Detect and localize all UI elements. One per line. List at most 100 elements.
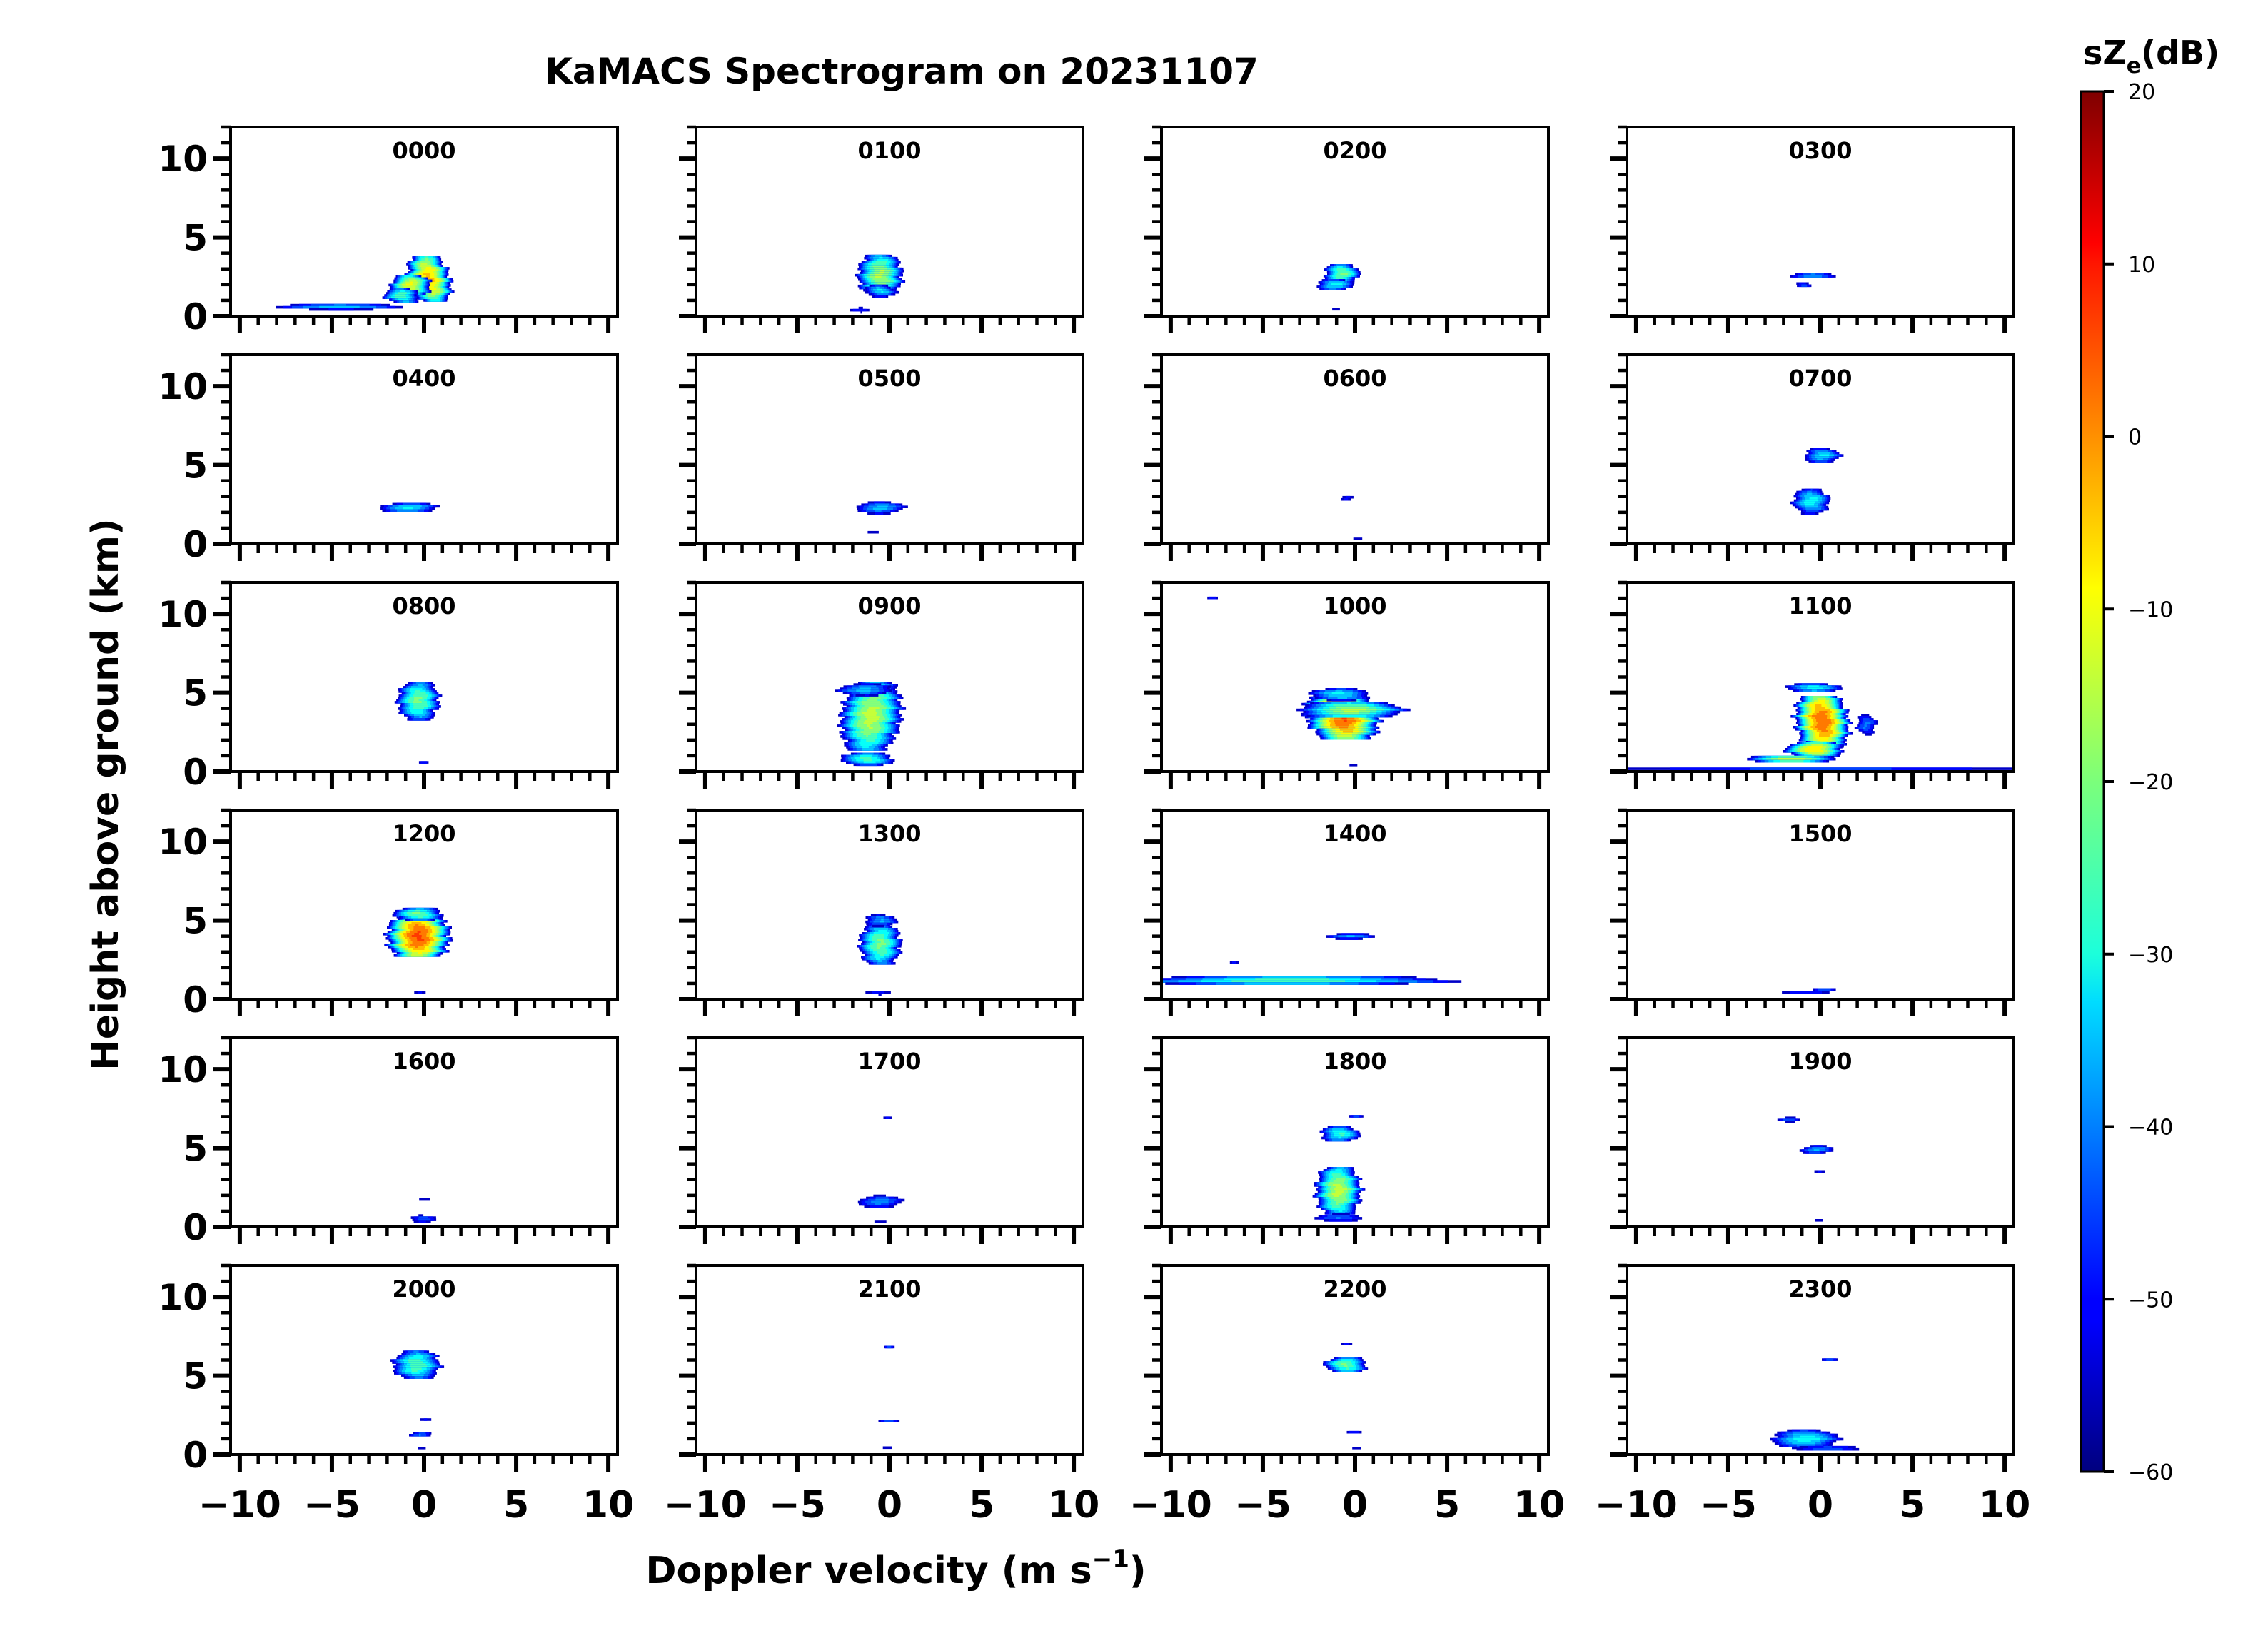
echo-gate: [1341, 1359, 1353, 1362]
echo-gate: [1327, 1215, 1350, 1218]
echo-gate: [861, 737, 877, 740]
panel-title: 0800: [392, 592, 455, 620]
colorbar-tick-label: 20: [2128, 80, 2155, 105]
x-tick-label: −10: [664, 1484, 747, 1527]
x-tick-label: 0: [877, 1484, 902, 1527]
echo-gate: [1817, 728, 1826, 731]
y-tick-label: 5: [183, 445, 208, 487]
echo-gate: [420, 261, 430, 263]
echo-gate: [1329, 1182, 1344, 1185]
echo-gate: [876, 914, 880, 917]
panel-data: [1323, 1343, 1369, 1450]
echo-gate: [877, 962, 887, 965]
panel-0400: 0400 0 5 10: [158, 353, 619, 565]
panel-1900: 1900: [1610, 1036, 2015, 1244]
echo-gate: [860, 754, 872, 758]
y-tick-label: 5: [183, 673, 208, 714]
panel-0800: 0800 0 5 10: [158, 580, 619, 793]
panel-data: [1777, 1116, 1834, 1222]
echo-gate: [1349, 1430, 1360, 1434]
panel-0500: 0500: [679, 353, 1084, 561]
echo-gate: [885, 1116, 890, 1119]
chart-title: KaMACS Spectrogram on 20231107: [545, 51, 1259, 92]
echo-gate: [1819, 454, 1830, 457]
echo-gate: [1353, 1115, 1359, 1118]
echo-gate: [860, 692, 870, 694]
panel-title: 1400: [1323, 820, 1386, 847]
echo-gate: [1333, 1180, 1345, 1183]
panel-1600: 1600 0 5 10: [158, 1036, 619, 1248]
y-tick-label: 0: [183, 524, 208, 565]
echo-gate: [1331, 1208, 1346, 1210]
echo-gate: [1336, 277, 1344, 280]
echo-gate: [1329, 288, 1336, 290]
echo-gate: [875, 512, 884, 515]
panel-title: 1700: [857, 1048, 921, 1075]
panel-title: 0900: [857, 592, 921, 620]
echo-gate: [1804, 495, 1820, 498]
colorbar-tick-label: −30: [2128, 943, 2173, 968]
panel-title: 0600: [1323, 365, 1386, 392]
echo-gate: [862, 703, 882, 706]
panel-1300: 1300: [679, 808, 1084, 1016]
panel-data: [390, 1350, 445, 1450]
echo-gate: [867, 699, 878, 702]
echo-gate: [403, 502, 420, 506]
echo-gate: [879, 271, 884, 275]
echo-gate: [879, 954, 884, 956]
panel-title: 2000: [392, 1275, 455, 1303]
echo-gate: [419, 1434, 421, 1437]
panel-1800: 1800: [1144, 1036, 1550, 1244]
echo-gate: [1813, 1447, 1843, 1451]
echo-gate: [877, 951, 888, 954]
echo-gate: [410, 709, 423, 712]
colorbar-tick-label: 10: [2128, 253, 2155, 278]
echo-gate: [1343, 719, 1347, 723]
echo-gate: [1336, 1203, 1339, 1206]
echo-gate: [1865, 733, 1872, 736]
echo-gate: [403, 300, 409, 303]
panel-1700: 1700: [679, 1036, 1084, 1244]
echo-gate: [1336, 268, 1346, 271]
echo-gate: [1349, 764, 1358, 767]
echo-gate: [1334, 722, 1352, 725]
echo-gate: [1816, 719, 1831, 722]
echo-gate: [1865, 722, 1871, 725]
x-tick-label: −5: [1234, 1484, 1291, 1527]
y-axis-label: Height above ground (km): [84, 518, 127, 1070]
colorbar-label-main: sZ: [2083, 34, 2127, 72]
echo-gate: [1331, 1173, 1342, 1176]
echo-gate: [1815, 707, 1825, 709]
panel-2100: 2100 −10 −5 0 5 10: [664, 1263, 1099, 1527]
panel-title: 1300: [857, 820, 921, 847]
echo-gate: [1331, 1193, 1342, 1195]
echo-gate: [418, 1216, 428, 1219]
echo-gate: [415, 907, 424, 911]
echo-gate: [411, 712, 423, 714]
echo-gate: [424, 269, 435, 272]
x-axis-label-end: ): [1129, 1549, 1146, 1592]
panel-title: 2300: [1788, 1275, 1852, 1303]
echo-gate: [415, 946, 418, 949]
echo-gate: [867, 724, 871, 727]
echo-gate: [1826, 1358, 1834, 1361]
x-tick-label: −10: [1595, 1484, 1678, 1527]
echo-gate: [875, 254, 882, 258]
colorbar-label-unit: (dB): [2141, 34, 2219, 72]
echo-gate: [408, 1359, 421, 1362]
echo-gate: [872, 991, 884, 994]
echo-gate: [1793, 1433, 1820, 1437]
y-tick-label: 0: [183, 1435, 208, 1476]
panel-data: [1782, 988, 1836, 994]
echo-gate: [1336, 1217, 1341, 1220]
echo-gate: [411, 922, 422, 925]
echo-gate: [1861, 714, 1870, 717]
x-tick-label: 5: [1434, 1484, 1460, 1527]
echo-gate: [403, 285, 416, 289]
panel-1100: 1100: [1610, 580, 2015, 789]
echo-gate: [1817, 722, 1832, 724]
echo-gate: [1811, 689, 1817, 692]
echo-gate: [397, 509, 418, 512]
echo-gate: [408, 1361, 423, 1364]
x-tick-label: −10: [1129, 1484, 1212, 1527]
